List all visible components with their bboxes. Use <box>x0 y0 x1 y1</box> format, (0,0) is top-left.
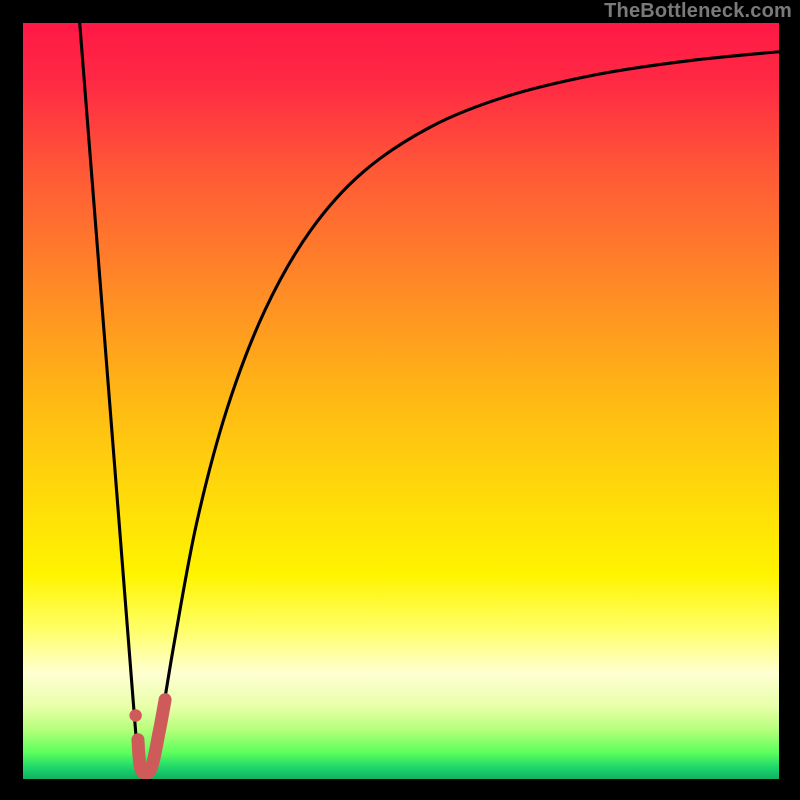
bottleneck-chart <box>0 0 800 800</box>
gradient-background <box>23 23 779 779</box>
chart-stage: TheBottleneck.com <box>0 0 800 800</box>
watermark-text: TheBottleneck.com <box>604 0 792 23</box>
marker-dot <box>129 709 141 721</box>
